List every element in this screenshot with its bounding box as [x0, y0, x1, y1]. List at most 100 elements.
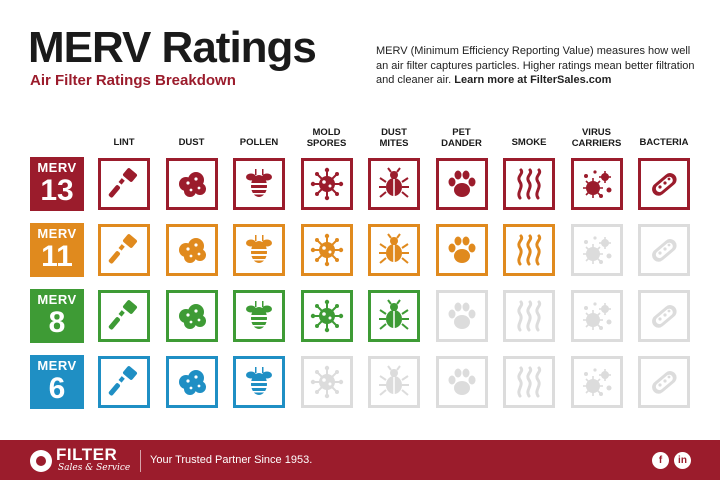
dust-cloud-icon: [174, 232, 210, 268]
cell-merv11-dust: [165, 224, 218, 276]
cell-merv6-dust-mites: [368, 356, 420, 408]
cell-merv11-virus-carriers: [570, 224, 623, 276]
column-header-lint: LINT: [113, 137, 135, 148]
merv-badge-label: MERV: [37, 226, 77, 241]
cell-merv8-pet-dander: [435, 290, 488, 342]
cell-merv8-bacteria: [638, 290, 690, 342]
merv-badge-label: MERV: [37, 160, 77, 175]
column-header-virus-carriers: VIRUS CARRIERS: [571, 127, 622, 149]
footer: FILTER Sales & Service Your Trusted Part…: [0, 440, 720, 480]
merv-badge-number: 11: [41, 240, 73, 273]
cell-merv8-dust-mites: [368, 290, 420, 342]
bacteria-icon: [646, 166, 682, 202]
cell-merv6-lint: [98, 356, 150, 408]
paw-print-icon: [444, 166, 480, 202]
column-header-dust: DUST: [178, 137, 205, 148]
lint-roller-icon: [106, 232, 142, 268]
virus-icon: [579, 364, 615, 400]
dust-mite-icon: [376, 298, 412, 334]
dust-cloud-icon: [174, 298, 210, 334]
cell-merv13-dust: [165, 158, 218, 210]
logo-icon: [30, 450, 52, 472]
virus-icon: [579, 298, 615, 334]
merv-badge-13: MERV 13: [30, 157, 84, 211]
cell-merv13-pollen: [233, 158, 285, 210]
merv-badge-11: MERV 11: [30, 223, 84, 277]
cell-merv8-lint: [98, 290, 150, 342]
paw-print-icon: [444, 364, 480, 400]
dust-cloud-icon: [174, 166, 210, 202]
cell-merv8-pollen: [233, 290, 285, 342]
cell-merv6-pollen: [233, 356, 285, 408]
smoke-icon: [511, 166, 547, 202]
cell-merv6-virus-carriers: [570, 356, 623, 408]
cell-merv13-mold-spores: [300, 158, 353, 210]
cell-merv13-dust-mites: [368, 158, 420, 210]
bee-icon: [241, 166, 277, 202]
logo-text: FILTER: [56, 445, 118, 464]
linkedin-icon[interactable]: in: [674, 452, 691, 469]
merv-badge-6: MERV 6: [30, 355, 84, 409]
dust-cloud-icon: [174, 364, 210, 400]
dust-mite-icon: [376, 166, 412, 202]
cell-merv11-pollen: [233, 224, 285, 276]
virus-icon: [579, 232, 615, 268]
bacteria-icon: [646, 298, 682, 334]
column-header-bacteria: BACTERIA: [639, 137, 689, 148]
cell-merv11-smoke: [503, 224, 555, 276]
lint-roller-icon: [106, 298, 142, 334]
bee-icon: [241, 298, 277, 334]
cell-merv13-pet-dander: [435, 158, 488, 210]
smoke-icon: [511, 298, 547, 334]
bee-icon: [241, 364, 277, 400]
learn-more-link[interactable]: Learn more at FilterSales.com: [454, 74, 612, 86]
logo-subtext: Sales & Service: [58, 463, 131, 473]
column-header-pet-dander: PET DANDER: [441, 127, 482, 149]
dust-mite-icon: [376, 364, 412, 400]
cell-merv11-dust-mites: [368, 224, 420, 276]
footer-divider: [140, 450, 141, 472]
mold-spore-icon: [309, 232, 345, 268]
merv-badge-number: 13: [40, 174, 74, 207]
mold-spore-icon: [309, 166, 345, 202]
cell-merv8-virus-carriers: [570, 290, 623, 342]
paw-print-icon: [444, 232, 480, 268]
cell-merv13-smoke: [503, 158, 555, 210]
smoke-icon: [511, 232, 547, 268]
lint-roller-icon: [106, 364, 142, 400]
cell-merv13-virus-carriers: [570, 158, 623, 210]
cell-merv13-lint: [98, 158, 150, 210]
cell-merv8-dust: [165, 290, 218, 342]
mold-spore-icon: [309, 298, 345, 334]
cell-merv6-bacteria: [638, 356, 690, 408]
column-header-mold-spores: MOLD SPORES: [306, 127, 347, 149]
paw-print-icon: [444, 298, 480, 334]
merv-badge-label: MERV: [37, 292, 77, 307]
facebook-icon[interactable]: f: [652, 452, 669, 469]
page-title: MERV Ratings: [28, 23, 317, 72]
cell-merv13-bacteria: [638, 158, 690, 210]
cell-merv6-pet-dander: [435, 356, 488, 408]
cell-merv11-lint: [98, 224, 150, 276]
cell-merv11-mold-spores: [300, 224, 353, 276]
page-subtitle: Air Filter Ratings Breakdown: [30, 72, 236, 89]
cell-merv8-mold-spores: [300, 290, 353, 342]
cell-merv6-smoke: [503, 356, 555, 408]
column-header-smoke: SMOKE: [511, 137, 547, 148]
merv-badge-number: 8: [48, 306, 66, 339]
column-header-pollen: POLLEN: [239, 137, 279, 148]
merv-badge-label: MERV: [37, 358, 77, 373]
bacteria-icon: [646, 364, 682, 400]
cell-merv8-smoke: [503, 290, 555, 342]
dust-mite-icon: [376, 232, 412, 268]
mold-spore-icon: [309, 364, 345, 400]
smoke-icon: [511, 364, 547, 400]
merv-badge-number: 6: [48, 372, 66, 405]
virus-icon: [579, 166, 615, 202]
tagline: Your Trusted Partner Since 1953.: [150, 454, 313, 466]
cell-merv11-bacteria: [638, 224, 690, 276]
merv-badge-8: MERV 8: [30, 289, 84, 343]
bacteria-icon: [646, 232, 682, 268]
bee-icon: [241, 232, 277, 268]
cell-merv11-pet-dander: [435, 224, 488, 276]
